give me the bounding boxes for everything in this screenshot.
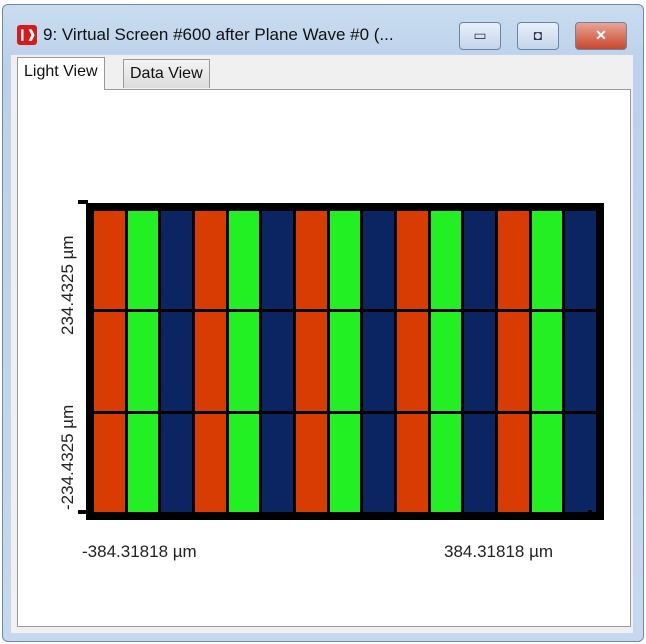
pixel-red: [194, 413, 226, 512]
minimize-button[interactable]: ▭: [459, 22, 501, 50]
pixel-red: [194, 211, 226, 310]
y-tick-top: [78, 200, 88, 204]
pixel-blue: [464, 211, 495, 310]
pixel-blue: [161, 211, 192, 310]
pixel-green: [531, 312, 563, 411]
x-tick-right: [588, 510, 592, 518]
pixel-blue: [565, 413, 596, 512]
x-axis-right-label: 384.31818 µm: [444, 542, 554, 561]
pixel-blue: [262, 413, 293, 512]
pixel-green: [127, 413, 159, 512]
pixel-green: [127, 312, 159, 411]
pixel-green: [329, 312, 361, 411]
pixel-red: [497, 211, 529, 310]
pixel-red: [94, 413, 125, 512]
window: ❙❱ 9: Virtual Screen #600 after Plane Wa…: [2, 4, 644, 642]
pixel-red: [295, 211, 327, 310]
pixel-blue: [161, 312, 192, 411]
pixel-red: [497, 413, 529, 512]
pixel-blue: [262, 312, 293, 411]
pixel-green: [430, 413, 462, 512]
pixel-green: [228, 312, 260, 411]
pixel-red: [194, 312, 226, 411]
pixel-green: [228, 413, 260, 512]
pixel-green: [228, 211, 260, 310]
client-area: Light View Data View 234.4325 µm -234.43…: [11, 55, 633, 633]
app-icon: ❙❱: [17, 25, 37, 45]
light-view-panel: 234.4325 µm -234.4325 µm -384.31818 µm 3…: [17, 89, 631, 627]
pixel-red: [94, 312, 125, 411]
window-title: 9: Virtual Screen #600 after Plane Wave …: [43, 25, 394, 44]
tab-data-view[interactable]: Data View: [123, 59, 210, 88]
pixel-blue: [464, 413, 495, 512]
pixel-blue: [565, 312, 596, 411]
pixel-red: [396, 211, 428, 310]
maximize-button[interactable]: ◘: [517, 22, 559, 50]
close-button[interactable]: ✕: [575, 22, 627, 50]
pixel-blue: [363, 312, 394, 411]
pixel-blue: [565, 211, 596, 310]
pixel-green: [531, 413, 563, 512]
pixel-green: [430, 211, 462, 310]
light-view-plot: [86, 203, 604, 520]
pixel-blue: [161, 413, 192, 512]
pixel-green: [430, 312, 462, 411]
pixel-red: [295, 413, 327, 512]
y-tick-bottom: [78, 510, 88, 514]
pixel-green: [329, 413, 361, 512]
y-axis-top-label: 234.4325 µm: [58, 235, 77, 335]
pixel-red: [295, 312, 327, 411]
x-axis-left-label: -384.31818 µm: [82, 542, 197, 561]
pixel-green: [531, 211, 563, 310]
y-axis-bottom-label: -234.4325 µm: [58, 404, 77, 510]
pixel-blue: [262, 211, 293, 310]
pixel-green: [329, 211, 361, 310]
pixel-green: [127, 211, 159, 310]
pixel-blue: [363, 413, 394, 512]
pixel-red: [497, 312, 529, 411]
pixel-red: [94, 211, 125, 310]
pixel-red: [396, 413, 428, 512]
pixel-red: [396, 312, 428, 411]
tab-light-view[interactable]: Light View: [17, 57, 105, 90]
pixel-blue: [363, 211, 394, 310]
pixel-blue: [464, 312, 495, 411]
